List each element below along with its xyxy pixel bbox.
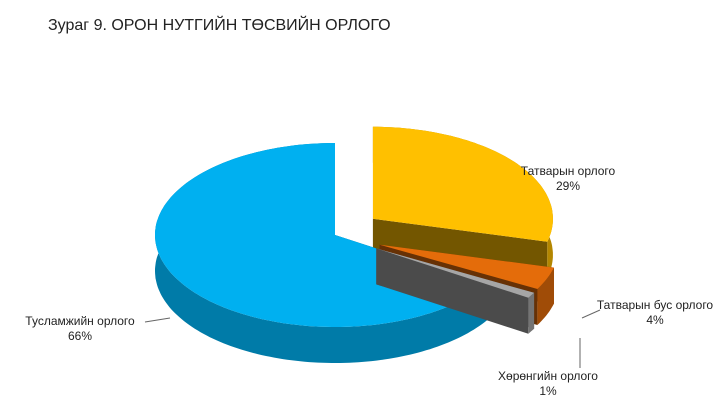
slice-side [537,267,554,325]
slice-value-label: 29% [556,179,580,193]
slice-top [376,248,535,298]
slice-label: Хөрөнгийн орлого [498,369,598,383]
leader-line [581,309,601,319]
slice-wall [376,248,529,334]
slice-top [372,126,553,242]
slice-value-label: 4% [646,313,664,327]
leader-line [144,317,171,323]
slice-label: Тусламжийн орлого [25,314,135,328]
slice-side [528,292,535,334]
chart-title: Зураг 9. ОРОН НУТГИЙН ТӨСВИЙН ОРЛОГО [48,15,391,34]
slice-value-label: 66% [68,329,92,343]
slice-label: Татварын орлого [521,164,616,178]
slice-top [379,244,554,289]
slice-label: Татварын бус орлого [597,298,714,312]
pie-slice [376,248,535,334]
slice-value-label: 1% [539,384,557,398]
